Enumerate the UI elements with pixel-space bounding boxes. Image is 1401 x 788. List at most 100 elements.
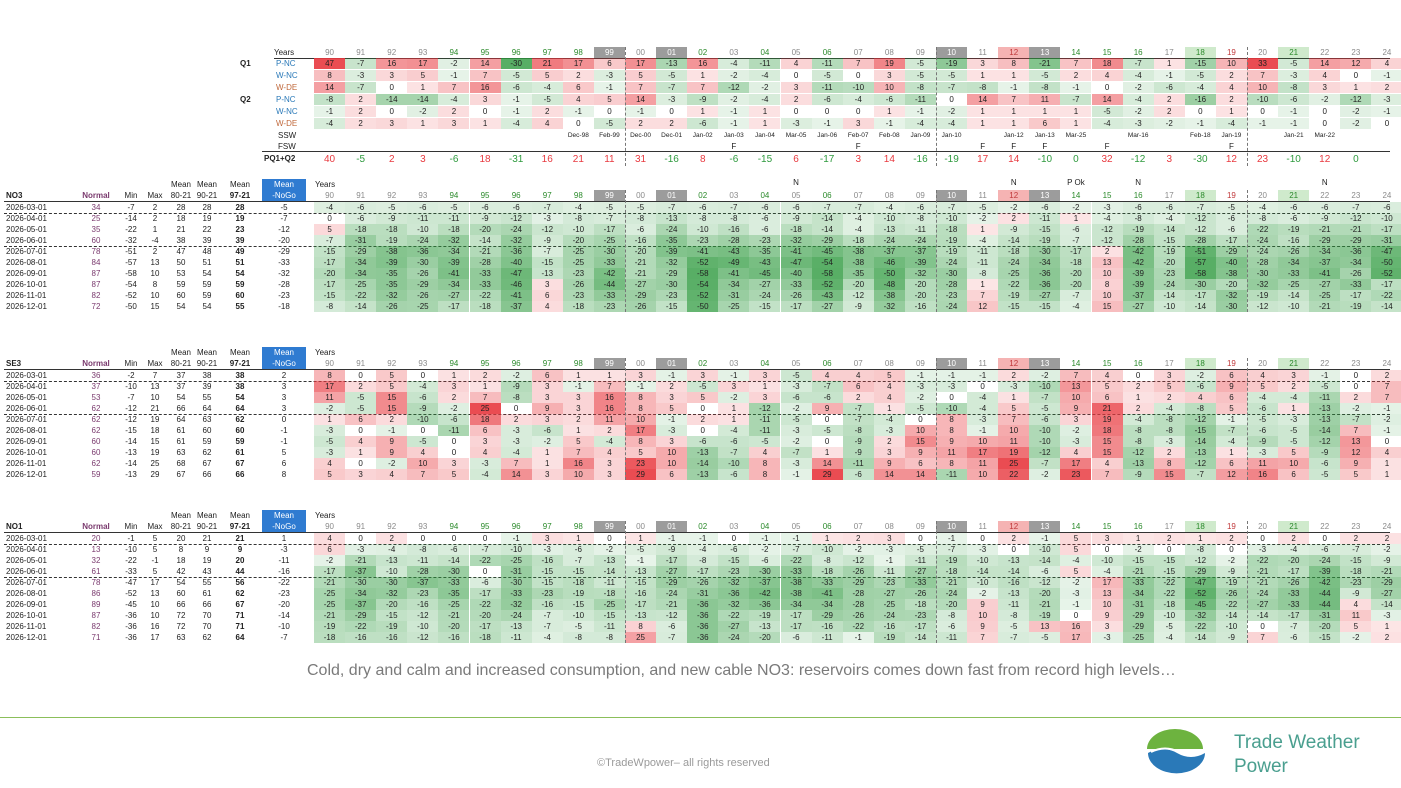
pq-cell: 12 [1225, 154, 1237, 165]
fsw-cell: F [731, 142, 737, 151]
stat-cell: 25 [150, 459, 160, 468]
heat-cell: -10 [873, 213, 905, 224]
heat-cell: -25 [562, 246, 594, 257]
year-header: 11 [978, 522, 987, 531]
heat-cell: 7 [1371, 392, 1401, 403]
heat-cell: -47 [1184, 577, 1216, 588]
heat-cell: -15 [562, 599, 594, 610]
heat-cell: 1 [469, 118, 501, 129]
heat-cell: 4 [873, 381, 905, 392]
heat-cell: 0 [918, 415, 923, 424]
stat-cell: 62 [91, 426, 101, 435]
heat-cell: 1 [562, 370, 594, 381]
stat-cell: 64 [235, 633, 245, 642]
heat-cell: -10 [936, 403, 968, 414]
heat-cell: -15 [1153, 555, 1185, 566]
stat-head: 80-21 [170, 359, 192, 368]
stat-cell: 38 [235, 371, 245, 380]
heat-cell: 2 [873, 436, 905, 447]
heat-cell: -39 [1309, 566, 1341, 577]
heat-cell: -24 [1309, 555, 1341, 566]
heat-cell: -34 [438, 279, 470, 290]
heat-cell: -3 [1091, 202, 1123, 213]
heat-cell: -44 [593, 279, 625, 290]
heat-cell: -20 [625, 246, 657, 257]
year-header: 21 [1278, 47, 1310, 58]
heat-cell: 4 [376, 469, 408, 480]
heat-cell: -6 [1309, 458, 1341, 469]
heat-cell: -3 [314, 447, 346, 458]
year-header: 95 [480, 522, 490, 531]
heat-cell: -4 [687, 544, 719, 555]
stat-cell: -12 [125, 404, 137, 413]
year-header: 97 [542, 522, 552, 531]
stat-cell: 70 [202, 611, 212, 620]
heat-cell: 11 [593, 414, 625, 425]
stat-cell: 84 [91, 258, 101, 267]
month-label: 2026-03-01 [6, 203, 47, 212]
heat-cell: 15 [904, 436, 936, 447]
stat-head: Max [147, 191, 163, 200]
stat-cell: 32 [91, 556, 101, 565]
heat-cell: -16 [625, 588, 657, 599]
year-header: 23 [1351, 191, 1361, 200]
heat-cell: -26 [407, 290, 439, 301]
heat-cell: -3 [780, 118, 812, 129]
heat-cell: -7 [562, 555, 594, 566]
heat-cell: 2 [687, 414, 719, 425]
heat-cell: 14 [625, 94, 657, 105]
stat-cell: -3 [280, 545, 288, 554]
ssw-cell [1340, 130, 1371, 141]
heat-cell: 5 [1091, 381, 1123, 392]
heat-cell: -27 [656, 566, 688, 577]
heat-cell: -13 [873, 224, 905, 235]
stat-cell: -14 [125, 459, 137, 468]
footer-divider [0, 717, 1401, 718]
heat-cell: -12 [1184, 213, 1216, 224]
heat-cell: 5 [1340, 621, 1372, 632]
heat-cell: 3 [656, 392, 688, 403]
copyright: ©TradeWpower– all rights reserved [597, 757, 770, 769]
heat-cell: -3 [531, 213, 563, 224]
heat-cell: 4 [1060, 447, 1092, 458]
heat-cell: 2 [1371, 370, 1401, 381]
heat-cell: 0 [793, 107, 799, 116]
heat-cell: -10 [1029, 425, 1061, 436]
heat-cell: -7 [811, 202, 843, 213]
fsw-label: FSW [278, 142, 296, 151]
heat-cell: 0 [420, 371, 426, 380]
heat-cell: 0 [358, 426, 363, 435]
ssw-cell: Mar-25 [1065, 132, 1087, 139]
year-header: 00 [636, 359, 645, 368]
heat-cell: 17 [1060, 632, 1092, 643]
heat-cell: 6 [656, 469, 688, 480]
stat-cell: -12 [125, 415, 137, 424]
heat-cell: -19 [562, 588, 594, 599]
heat-cell: -19 [376, 235, 408, 246]
heat-cell: 0 [1011, 545, 1016, 554]
year-header: 94 [449, 359, 459, 368]
heat-cell: -41 [687, 246, 719, 257]
heat-cell: -2 [1060, 425, 1092, 436]
stat-cell: 28 [202, 203, 212, 212]
heat-cell: -17 [1060, 246, 1092, 257]
heat-cell: 17 [625, 425, 657, 436]
heat-cell: 7 [500, 458, 532, 469]
ssw-cell: Dec-00 [630, 132, 652, 139]
stat-cell: 53 [176, 269, 186, 278]
heat-cell: 10 [1091, 268, 1123, 279]
heat-cell: -44 [1309, 599, 1341, 610]
marker: P Ok [1067, 178, 1085, 187]
heat-cell: 6 [469, 425, 501, 436]
heat-cell: -19 [1029, 610, 1061, 621]
year-header: 19 [1226, 191, 1236, 200]
year-header: 07 [853, 48, 863, 57]
heat-cell: 2 [1340, 392, 1372, 403]
heat-cell: -26 [376, 301, 408, 312]
heat-cell: 5 [1153, 381, 1185, 392]
heat-cell: 10 [656, 458, 688, 469]
heat-cell: 2 [625, 118, 657, 129]
pq-cell: 12 [1319, 154, 1331, 165]
heat-cell: -1 [1278, 118, 1310, 129]
stat-head-top: Mean [170, 511, 191, 520]
